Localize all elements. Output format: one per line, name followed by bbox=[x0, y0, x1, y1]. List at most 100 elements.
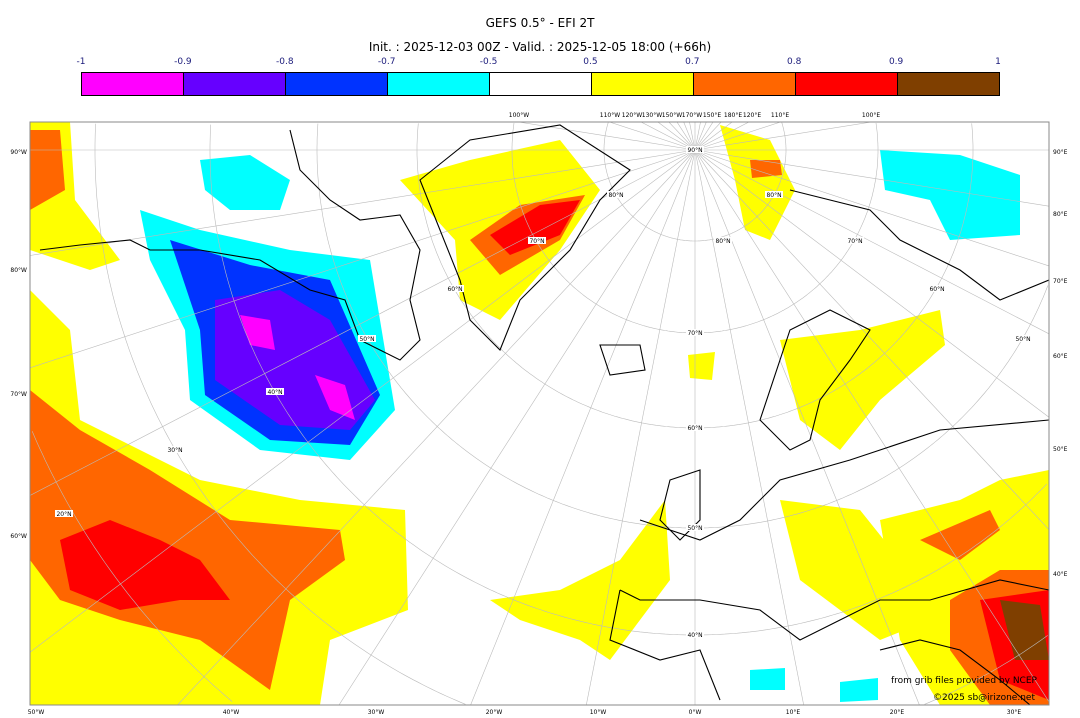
meridian-line bbox=[30, 149, 696, 653]
colorbar-segment bbox=[82, 73, 184, 95]
latitude-label: 50°N bbox=[359, 336, 374, 343]
meridian-line bbox=[694, 122, 733, 151]
meridian-line bbox=[694, 149, 1049, 418]
cold-anomaly-med bbox=[750, 668, 878, 702]
latitude-label-background bbox=[686, 329, 704, 336]
meridian-line bbox=[694, 122, 707, 151]
warm-anomaly-central-europe bbox=[780, 500, 930, 640]
axis-label-top: 100°W bbox=[509, 112, 529, 119]
latitude-label-background bbox=[266, 388, 284, 395]
cold-anomaly-cyan-north bbox=[200, 155, 290, 210]
colorbar-segment bbox=[592, 73, 694, 95]
latitude-label: 40°N bbox=[267, 389, 282, 396]
meridian-line bbox=[676, 122, 696, 151]
latitude-label-background bbox=[686, 524, 704, 531]
latitude-label: 50°N bbox=[1015, 336, 1030, 343]
colorbar-segment bbox=[796, 73, 898, 95]
latitude-label: 80°N bbox=[715, 238, 730, 245]
warm-anomaly-iceland bbox=[688, 352, 715, 380]
meridian-line bbox=[694, 149, 1049, 267]
latitude-label: 40°N bbox=[687, 632, 702, 639]
latitude-label-background bbox=[446, 285, 464, 292]
colorbar-segment bbox=[286, 73, 388, 95]
axis-label-left: 70°W bbox=[10, 391, 27, 398]
parallel-line bbox=[603, 122, 787, 242]
colorbar-tick: 0.8 bbox=[787, 57, 802, 67]
axis-label-bottom: 10°W bbox=[590, 709, 607, 716]
meridian-line bbox=[694, 149, 1049, 702]
colorbar-tick: -0.8 bbox=[275, 57, 294, 67]
meridian-line bbox=[694, 122, 714, 151]
credit-source: from grib files provided by NCEP bbox=[891, 676, 1037, 686]
efi-shading bbox=[30, 122, 1049, 705]
meridian-line bbox=[694, 149, 1049, 335]
warm-anomaly-svalbard-orange bbox=[750, 160, 782, 178]
latitude-label-background bbox=[358, 335, 376, 342]
axis-label-right: 80°E bbox=[1053, 211, 1068, 218]
meridian-line bbox=[338, 149, 696, 705]
meridian-line bbox=[689, 122, 696, 151]
latitude-label: 90°N bbox=[687, 147, 702, 154]
latitude-label-background bbox=[928, 285, 946, 292]
axis-label-top: 130°W bbox=[642, 112, 662, 119]
latitude-label: 80°N bbox=[766, 192, 781, 199]
warm-anomaly-scandinavia bbox=[780, 310, 945, 450]
warm-anomaly-greenland-red bbox=[490, 200, 580, 255]
warm-anomaly-iberia bbox=[490, 500, 670, 660]
latitude-label: 70°N bbox=[687, 330, 702, 337]
meridian-line bbox=[640, 122, 696, 151]
latitude-label-background bbox=[686, 424, 704, 431]
meridian-line bbox=[683, 122, 696, 151]
meridian-line bbox=[30, 149, 696, 496]
meridian-line bbox=[694, 122, 872, 151]
axis-label-top: 110°W bbox=[600, 112, 620, 119]
parallel-line bbox=[94, 123, 1048, 705]
axis-label-bottom: 50°W bbox=[28, 709, 45, 716]
latitude-label: 80°N bbox=[608, 192, 623, 199]
meridian-line bbox=[694, 122, 781, 151]
meridian-line bbox=[694, 122, 722, 151]
axis-label-right: 50°E bbox=[1053, 446, 1068, 453]
axis-label-top: 180°E bbox=[724, 112, 742, 119]
axis-label-left: 90°W bbox=[10, 149, 27, 156]
meridian-line bbox=[657, 122, 696, 151]
map-frame bbox=[29, 121, 1050, 706]
map-subtitle: Init. : 2025-12-03 00Z - Valid. : 2025-1… bbox=[368, 40, 712, 54]
meridian-line bbox=[177, 149, 696, 705]
meridian-line bbox=[694, 122, 701, 151]
colorbar bbox=[81, 72, 1000, 96]
axis-label-bottom: 30°E bbox=[1007, 709, 1022, 716]
latitude-label-background bbox=[528, 237, 546, 244]
axis-label-top: 170°W bbox=[682, 112, 702, 119]
axis-label-left: 80°W bbox=[10, 267, 27, 274]
colorbar-segment bbox=[184, 73, 286, 95]
colorbar-segment bbox=[388, 73, 490, 95]
latitude-labels: 90°N 80°N 70°N 60°N 50°N 40°N 80°N 70°N 60°N 50°N… bbox=[55, 146, 1032, 639]
axis-label-bottom: 40°W bbox=[223, 709, 240, 716]
meridian-line bbox=[694, 149, 1049, 530]
colorbar-tick: 0.7 bbox=[685, 57, 700, 67]
latitude-label-background bbox=[765, 191, 783, 198]
axis-label-left: 60°W bbox=[10, 533, 27, 540]
axis-label-top: 120°W bbox=[622, 112, 642, 119]
colorbar-tick: -0.9 bbox=[174, 57, 192, 67]
latitude-label-background bbox=[686, 631, 704, 638]
axis-label-right: 40°E bbox=[1053, 571, 1068, 578]
colorbar-tick: -0.5 bbox=[479, 57, 498, 67]
latitude-label-background bbox=[55, 510, 73, 517]
cold-anomaly-magenta bbox=[240, 315, 355, 420]
meridian-line bbox=[470, 149, 696, 705]
colorbar-tick: 0.5 bbox=[583, 57, 598, 67]
axis-label-right: 70°E bbox=[1053, 278, 1068, 285]
latitude-label: 50°N bbox=[687, 525, 702, 532]
parallel-line bbox=[31, 431, 233, 702]
axis-label-right: 60°E bbox=[1053, 353, 1068, 360]
parallel-line bbox=[316, 123, 1049, 529]
axis-label-right: 90°E bbox=[1053, 149, 1068, 156]
meridian-line bbox=[30, 149, 696, 369]
axis-label-top: 110°E bbox=[771, 112, 789, 119]
axis-label-top: 150°E bbox=[703, 112, 721, 119]
latitude-label: 60°N bbox=[447, 286, 462, 293]
parallel-line bbox=[209, 124, 1048, 636]
coastlines bbox=[39, 124, 1049, 705]
